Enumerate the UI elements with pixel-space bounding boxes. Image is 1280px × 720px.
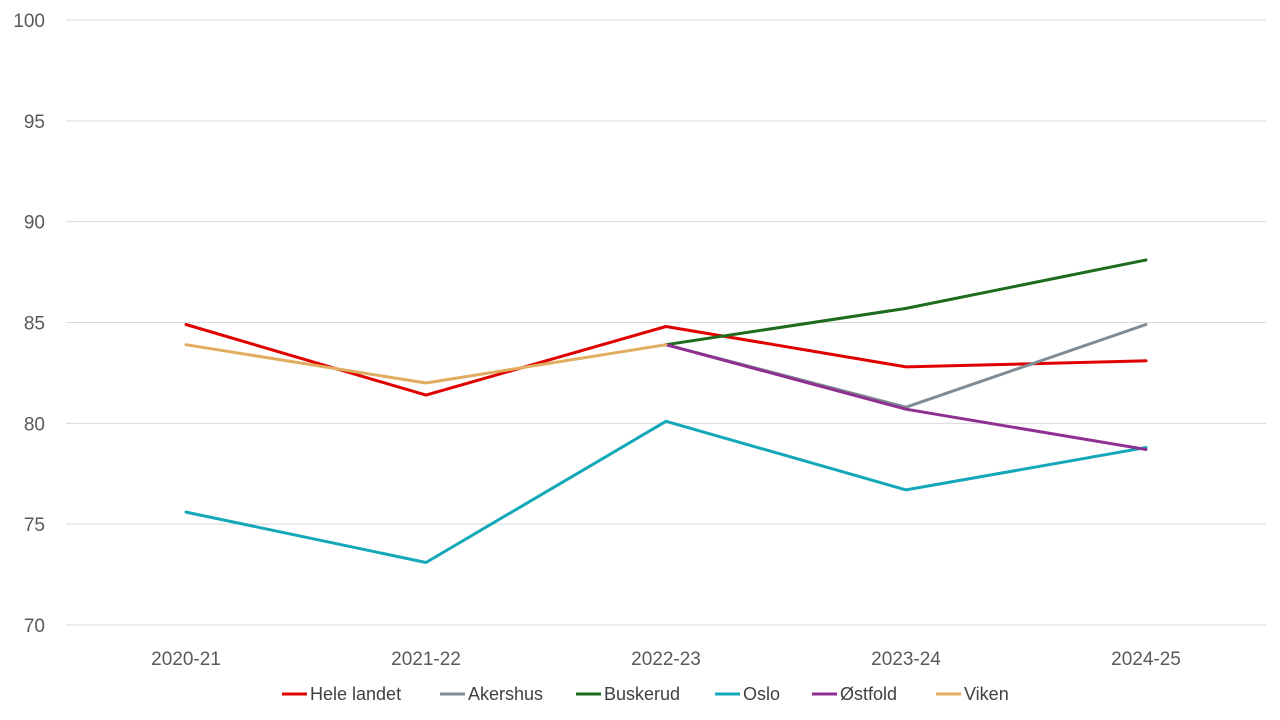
y-axis-tick-labels: 70 75 80 85 90 95 100 (13, 11, 45, 637)
x-tick-label: 2022-23 (631, 649, 701, 670)
legend-label: Viken (964, 684, 1009, 704)
legend-item: Østfold (812, 684, 897, 704)
y-tick-label: 70 (24, 616, 45, 637)
series-line-1 (184, 323, 1148, 397)
legend-item: Buskerud (576, 684, 680, 704)
x-axis-tick-labels: 2020-21 2021-22 2022-23 2023-24 2024-25 (151, 649, 1181, 670)
y-tick-label: 95 (24, 112, 45, 133)
y-tick-label: 90 (24, 213, 45, 234)
gridlines (66, 19, 1266, 626)
legend-label: Buskerud (604, 684, 680, 704)
legend-item: Oslo (715, 684, 780, 704)
legend-label: Oslo (743, 684, 780, 704)
y-tick-label: 80 (24, 414, 45, 435)
y-tick-label: 100 (13, 11, 45, 32)
y-tick-label: 85 (24, 314, 45, 335)
series-line-6 (184, 343, 668, 385)
x-tick-label: 2023-24 (871, 649, 941, 670)
x-tick-label: 2020-21 (151, 649, 221, 670)
legend-item: Viken (936, 684, 1009, 704)
legend: Hele landet Akershus Buskerud Oslo Østfold Vi… (282, 684, 1009, 704)
series-line-3 (664, 258, 1148, 347)
x-tick-label: 2024-25 (1111, 649, 1181, 670)
series-lines (184, 258, 1148, 564)
legend-label: Østfold (840, 684, 897, 704)
legend-item: Hele landet (282, 684, 401, 704)
legend-label: Hele landet (310, 684, 401, 704)
legend-label: Akershus (468, 684, 543, 704)
legend-item: Akershus (440, 684, 543, 704)
series-line-5 (664, 343, 1148, 451)
series-line-4 (184, 419, 1148, 564)
y-tick-label: 75 (24, 515, 45, 536)
x-tick-label: 2021-22 (391, 649, 461, 670)
